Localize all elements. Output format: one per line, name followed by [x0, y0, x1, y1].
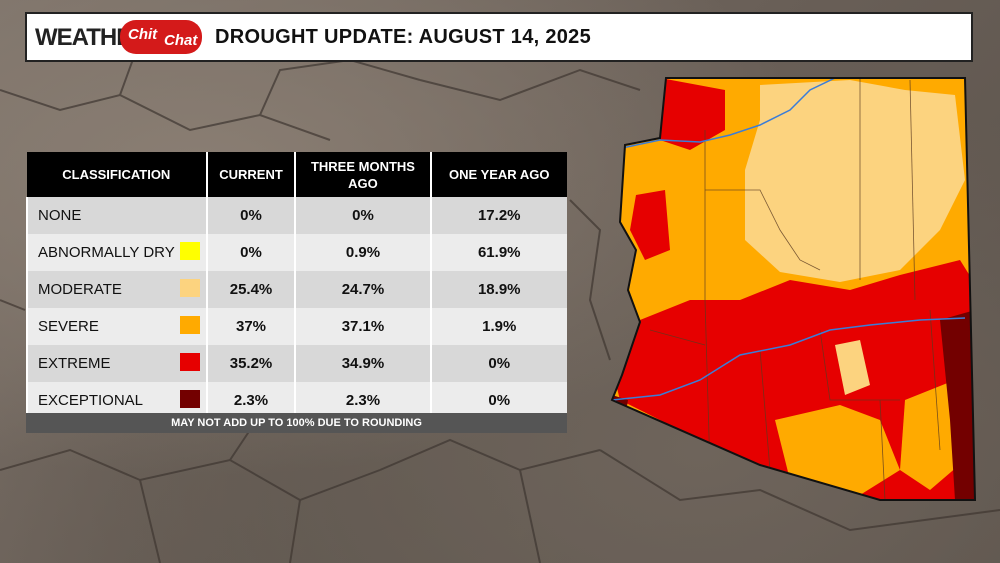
three-months-value: 24.7% [294, 271, 431, 308]
arizona-drought-map [610, 77, 977, 501]
row-label: NONE [26, 197, 207, 234]
current-value: 37% [205, 308, 296, 345]
page-title: DROUGHT UPDATE: AUGUST 14, 2025 [215, 26, 592, 48]
moderate-area-central [835, 340, 870, 395]
weather-chit-chat-logo: WEATHER Chit Chat [35, 18, 205, 58]
three-months-value: 0% [294, 197, 431, 234]
table-row: SEVERE 37% 37.1% 1.9% [26, 308, 567, 345]
one-year-value: 17.2% [429, 197, 567, 234]
current-value: 2.3% [205, 382, 296, 419]
one-year-value: 0% [429, 345, 567, 382]
three-months-value: 37.1% [294, 308, 431, 345]
county-boundaries [649, 78, 941, 500]
rounding-footnote: MAY NOT ADD UP TO 100% DUE TO ROUNDING [26, 413, 567, 433]
table-row: MODERATE 25.4% 24.7% 18.9% [26, 271, 567, 308]
table-row: EXCEPTIONAL 2.3% 2.3% 0% [26, 382, 567, 419]
abnormally-dry-swatch [179, 242, 200, 260]
logo-chit-text: Chit [128, 26, 158, 43]
title-banner: WEATHER Chit Chat DROUGHT UPDATE: AUGUST… [25, 12, 973, 62]
one-year-value: 0% [429, 382, 567, 419]
colorado-river [621, 78, 836, 149]
row-label: MODERATE [26, 271, 207, 308]
three-months-value: 0.9% [294, 234, 431, 271]
three-months-value: 34.9% [294, 345, 431, 382]
current-value: 0% [205, 234, 296, 271]
table-row: EXTREME 35.2% 34.9% 0% [26, 345, 567, 382]
current-value: 0% [205, 197, 296, 234]
classification-label: NONE [38, 207, 82, 224]
classification-label: EXCEPTIONAL [38, 392, 144, 409]
arizona-outline [610, 77, 977, 501]
table-row: ABNORMALLY DRY 0% 0.9% 61.9% [26, 234, 567, 271]
classification-label: ABNORMALLY DRY [38, 244, 175, 261]
one-year-value: 61.9% [429, 234, 567, 271]
col-header-classification: CLASSIFICATION [27, 152, 207, 197]
table-header-row: CLASSIFICATION CURRENT THREE MONTHS AGO … [27, 152, 567, 197]
current-value: 35.2% [205, 345, 296, 382]
one-year-value: 1.9% [429, 308, 567, 345]
classification-label: MODERATE [38, 281, 122, 298]
one-year-value: 18.9% [429, 271, 567, 308]
extreme-area-west [630, 190, 670, 260]
row-label: SEVERE [26, 308, 207, 345]
col-header-one-year: ONE YEAR AGO [429, 152, 567, 197]
severe-swatch [179, 316, 200, 334]
logo-chat-text: Chat [164, 32, 198, 49]
classification-label: SEVERE [38, 318, 99, 335]
three-months-value: 2.3% [294, 382, 431, 419]
moderate-area-north [745, 80, 965, 282]
row-label: ABNORMALLY DRY [26, 234, 207, 271]
col-header-current: CURRENT [205, 152, 296, 197]
exceptional-area-east [940, 310, 975, 500]
moderate-swatch [179, 279, 200, 297]
severe-area-south [775, 405, 900, 495]
classification-label: EXTREME [38, 355, 111, 372]
exceptional-swatch [179, 390, 200, 408]
extreme-area-south [612, 260, 975, 500]
row-label: EXTREME [26, 345, 207, 382]
col-header-three-months: THREE MONTHS AGO [294, 152, 431, 197]
chat-bubble-icon: Chit Chat [120, 20, 202, 54]
extreme-swatch [179, 353, 200, 371]
row-label: EXCEPTIONAL [26, 382, 207, 419]
table-row: NONE 0% 0% 17.2% [26, 197, 567, 234]
extreme-area-northwest [660, 78, 725, 150]
drought-classification-table: CLASSIFICATION CURRENT THREE MONTHS AGO … [26, 152, 567, 419]
current-value: 25.4% [205, 271, 296, 308]
gila-river [612, 317, 966, 401]
